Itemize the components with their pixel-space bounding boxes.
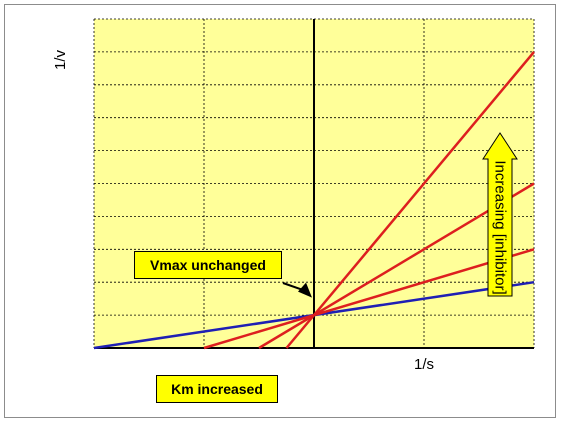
inhibitor-line-1 xyxy=(203,248,535,350)
km-increased-callout: Km increased xyxy=(156,375,278,403)
vmax-unchanged-callout: Vmax unchanged xyxy=(134,251,282,279)
x-axis-label: 1/s xyxy=(414,356,435,373)
vmax-pointer-arrowhead xyxy=(298,282,312,298)
increasing-inhibitor-label: Increasing [inhibitor] xyxy=(492,160,509,294)
inhibitor-line-3 xyxy=(285,51,535,349)
increasing-inhibitor-arrow xyxy=(482,132,518,297)
y-axis-label: 1/v xyxy=(52,49,69,70)
